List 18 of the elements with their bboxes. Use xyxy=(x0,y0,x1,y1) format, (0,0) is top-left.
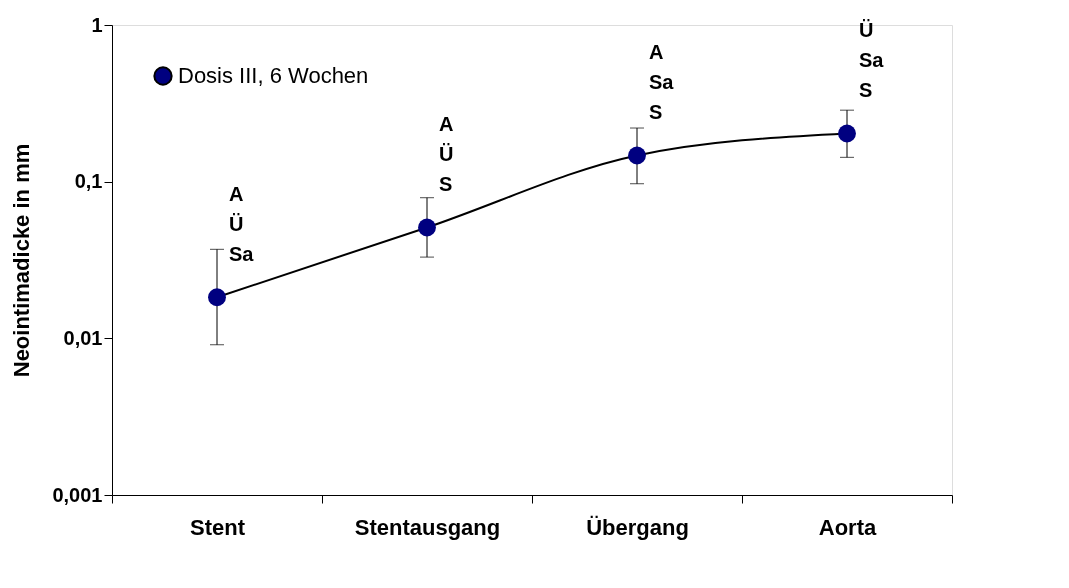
annotation: A Sa S xyxy=(649,41,675,124)
y-tick-label: 0,001 xyxy=(52,483,103,506)
point xyxy=(418,218,436,237)
legend-label: Dosis III, 6 Wochen xyxy=(178,63,369,88)
point xyxy=(838,124,856,143)
annotation: A Ü S xyxy=(439,113,454,196)
x-tick-label: Übergang xyxy=(586,514,689,540)
point xyxy=(628,146,646,165)
x-tick-label: Aorta xyxy=(818,514,877,540)
annotation: Ü Sa S xyxy=(859,19,885,102)
point xyxy=(208,288,226,307)
y-axis-title: Neointimadicke in mm xyxy=(9,143,35,378)
y-tick-label: 1 xyxy=(91,13,103,36)
y-tick-label: 0,01 xyxy=(63,326,103,349)
x-tick-label: Stent xyxy=(190,514,246,540)
annotation: A Ü Sa xyxy=(229,183,255,266)
x-tick-label: Stentausgang xyxy=(354,514,501,540)
y-tick-label: 0,1 xyxy=(74,170,103,193)
